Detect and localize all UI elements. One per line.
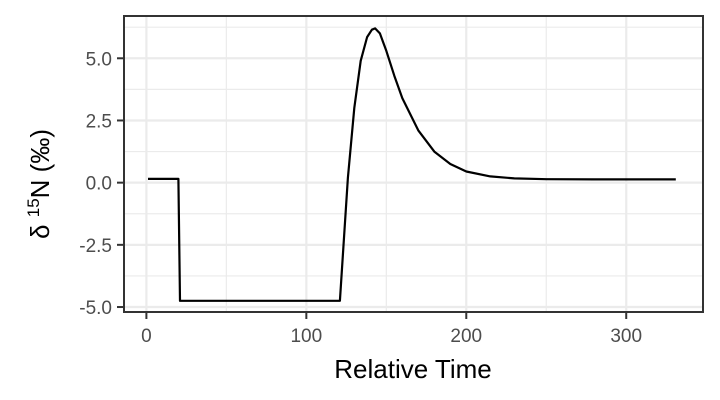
- y-axis-title-prefix: δ: [25, 224, 55, 239]
- axis-ticks: [117, 57, 628, 319]
- y-axis-title-main: N (‰): [25, 129, 55, 199]
- y-tick-label: 5.0: [86, 49, 112, 70]
- y-axis-title-superscript: 15: [24, 198, 43, 218]
- series-line-group: [148, 27, 676, 302]
- x-tick-label: 0: [141, 326, 152, 347]
- y-tick-label: 2.5: [86, 111, 112, 132]
- y-axis-title: δ 15N (‰): [24, 129, 56, 239]
- x-tick-label: 300: [610, 326, 642, 347]
- gridlines: [124, 16, 703, 312]
- y-axis-title-container: δ 15N (‰): [20, 104, 60, 264]
- y-tick-label: 0.0: [86, 174, 112, 195]
- y-tick-label: -2.5: [79, 236, 112, 257]
- y-tick-label: -5.0: [79, 298, 112, 319]
- x-tick-label: 200: [450, 326, 482, 347]
- panel-border: [123, 15, 704, 313]
- x-tick-label: 100: [290, 326, 322, 347]
- tick-labels: 0 100 200 300 -5.0 -2.5 0.0 2.5 5.0: [79, 49, 642, 347]
- series-line: [148, 27, 676, 302]
- x-axis-title: Relative Time: [334, 354, 492, 384]
